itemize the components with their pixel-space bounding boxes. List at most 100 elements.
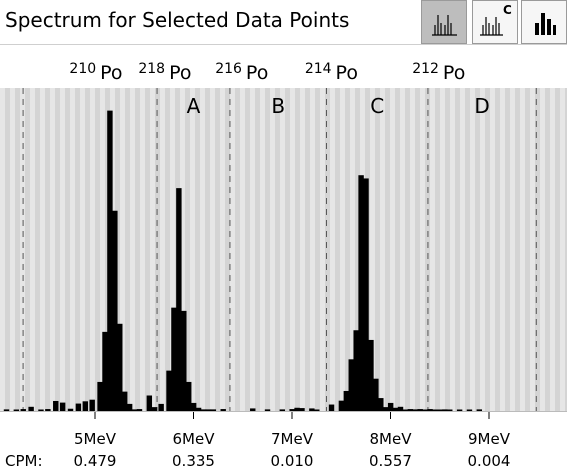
background-stripe — [155, 88, 160, 411]
background-stripe — [425, 88, 430, 411]
background-stripe — [445, 88, 450, 411]
spectrum-bar — [59, 402, 66, 411]
spectrum-bar — [264, 409, 271, 411]
background-stripe — [5, 88, 10, 411]
background-stripe — [505, 88, 510, 411]
spectrum-bar — [112, 210, 118, 411]
bar-chart-icon — [535, 13, 556, 35]
spectrum-bar — [89, 399, 95, 411]
spectrum-bar — [107, 110, 113, 412]
spectrum-bar — [294, 407, 300, 411]
background-stripe — [395, 88, 400, 411]
spectrum-bar — [309, 408, 315, 411]
spectrum-bar — [82, 401, 89, 411]
spectrum-bar — [250, 408, 256, 411]
background-stripe — [25, 88, 30, 411]
c-superscript: C — [503, 3, 512, 17]
background-stripe — [335, 88, 340, 411]
spectrum-bar — [97, 381, 103, 411]
isotope-label: 214 Po — [305, 61, 358, 84]
spectrum-bar — [417, 409, 423, 411]
x-tick-label: 8MeV — [370, 430, 413, 448]
spectrum-bar — [45, 409, 51, 411]
spectrum-bar — [20, 409, 26, 411]
background-stripe — [545, 88, 550, 411]
spectrum-peaks-c-button[interactable]: C — [472, 0, 518, 44]
background-stripe — [195, 88, 200, 411]
window-label: C — [370, 94, 384, 118]
spectrum-bar — [28, 406, 34, 411]
spectrum-bar — [171, 307, 177, 411]
spectrum-bar — [314, 409, 320, 411]
x-tick-label: 7MeV — [271, 430, 314, 448]
spectrum-bar — [442, 409, 448, 411]
plot-background — [0, 88, 567, 411]
spectrum-bar — [328, 404, 335, 411]
histogram-button[interactable] — [521, 0, 567, 44]
background-stripe — [325, 88, 330, 411]
cpm-value: 0.335 — [172, 452, 215, 470]
spectrum-bar — [176, 188, 182, 411]
spectrum-bar — [368, 339, 374, 411]
spectrum-bar — [299, 408, 305, 411]
spectrum-bar — [363, 178, 369, 411]
title-bar: Spectrum for Selected Data Points C — [0, 0, 567, 45]
window-label: A — [187, 94, 201, 118]
background-stripe — [385, 88, 390, 411]
background-stripe — [535, 88, 540, 411]
spectrum-bar — [456, 409, 463, 411]
spectrum-bar — [437, 409, 443, 411]
background-stripe — [85, 88, 90, 411]
background-stripe — [465, 88, 470, 411]
cpm-value: 0.479 — [74, 452, 117, 470]
background-stripe — [305, 88, 310, 411]
spectrum-bar — [195, 407, 202, 411]
spectrum-bar — [186, 381, 192, 411]
spectrum-bar — [67, 408, 74, 411]
spectrum-bar — [476, 409, 483, 411]
background-stripe — [185, 88, 190, 411]
spectrum-bar — [289, 409, 295, 411]
x-tick-label: 5MeV — [74, 430, 117, 448]
background-stripe — [495, 88, 500, 411]
background-stripe — [565, 88, 567, 411]
background-stripe — [415, 88, 420, 411]
spectrum-bar — [358, 175, 364, 411]
spectrum-bar — [131, 409, 138, 411]
x-tick-label: 9MeV — [468, 430, 511, 448]
background-stripe — [355, 88, 360, 411]
background-stripe — [435, 88, 440, 411]
spectrum-bar — [166, 370, 172, 411]
background-stripe — [295, 88, 300, 411]
spectrum-bar — [146, 395, 153, 411]
cpm-value: 0.004 — [468, 452, 511, 470]
spectrum-bar — [38, 409, 44, 411]
background-stripe — [345, 88, 350, 411]
background-stripe — [35, 88, 40, 411]
background-stripe — [515, 88, 520, 411]
background-stripe — [405, 88, 410, 411]
background-stripe — [235, 88, 240, 411]
spectrum-bar — [338, 400, 345, 411]
background-stripe — [55, 88, 60, 411]
background-stripe — [265, 88, 270, 411]
spectrum-bar — [402, 409, 409, 411]
spectrum-peaks-button[interactable] — [421, 0, 467, 44]
background-stripe — [475, 88, 480, 411]
background-stripe — [75, 88, 80, 411]
background-stripe — [555, 88, 560, 411]
spectrum-bar — [447, 409, 453, 411]
spectrum-bar — [407, 409, 414, 411]
spectrum-bar — [210, 409, 217, 411]
spectrum-bar — [353, 330, 359, 411]
spectrum-bar — [373, 378, 379, 411]
spectrum-bar — [343, 390, 350, 411]
spectrum-bar — [422, 409, 428, 411]
spectrum-bar — [205, 409, 212, 411]
spectrum-bar — [392, 407, 399, 411]
spectrum-bar — [102, 331, 108, 411]
spectrum-bar — [348, 359, 354, 411]
spectrum-bar — [466, 409, 473, 411]
x-tick-label: 6MeV — [173, 430, 216, 448]
cpm-label: CPM: — [5, 452, 43, 470]
